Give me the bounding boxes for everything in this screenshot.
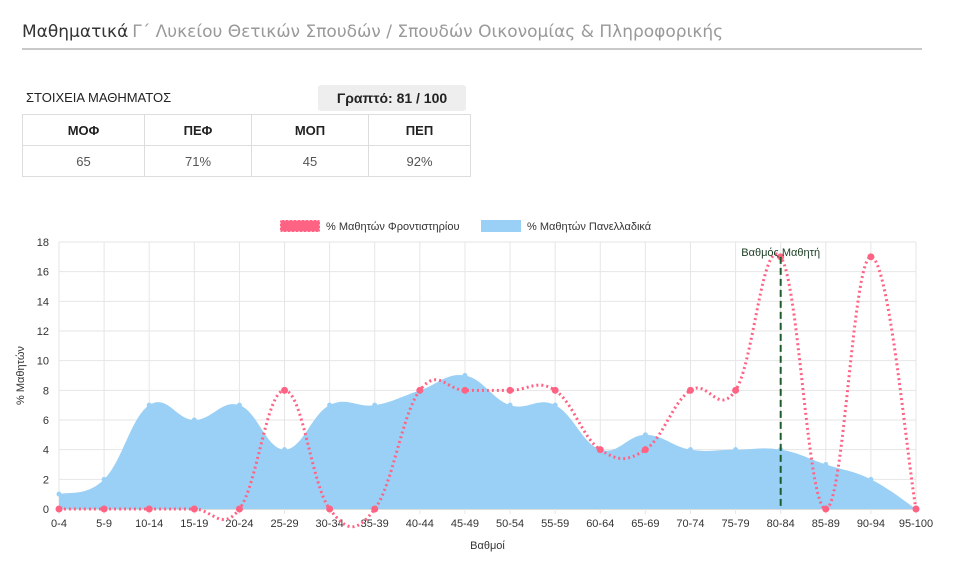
national-point bbox=[282, 447, 288, 453]
tutoring-point bbox=[461, 386, 469, 394]
x-tick-label: 10-14 bbox=[135, 518, 163, 530]
x-tick-label: 55-59 bbox=[541, 518, 569, 530]
national-point bbox=[327, 402, 333, 408]
x-tick-label: 20-24 bbox=[225, 518, 253, 530]
tutoring-point bbox=[281, 386, 289, 394]
tutoring-point bbox=[371, 505, 379, 513]
exam-grade-badge: Γραπτό: 81 / 100 bbox=[318, 85, 466, 111]
y-tick-label: 16 bbox=[37, 267, 49, 279]
y-tick-label: 0 bbox=[43, 504, 49, 516]
tutoring-point bbox=[506, 386, 514, 394]
x-tick-label: 70-74 bbox=[676, 518, 704, 530]
x-tick-label: 95-100 bbox=[899, 518, 933, 530]
x-tick-label: 65-69 bbox=[631, 518, 659, 530]
national-point bbox=[687, 447, 693, 453]
x-tick-label: 35-39 bbox=[361, 518, 389, 530]
national-point bbox=[146, 402, 152, 408]
x-tick-label: 30-34 bbox=[316, 518, 344, 530]
page-header: Μαθηματικά Γ΄ Λυκείου Θετικών Σπουδών / Σ… bbox=[22, 22, 922, 50]
national-point bbox=[733, 447, 739, 453]
tutoring-point bbox=[326, 505, 334, 513]
course-stats-table: ΜΟΦ ΠΕΦ ΜΟΠ ΠΕΠ 65 71% 45 92% bbox=[22, 114, 471, 177]
x-tick-label: 60-64 bbox=[586, 518, 614, 530]
x-tick-label: 50-54 bbox=[496, 518, 524, 530]
y-tick-label: 12 bbox=[37, 326, 49, 338]
y-tick-label: 6 bbox=[43, 415, 49, 427]
national-point bbox=[236, 402, 242, 408]
national-point bbox=[823, 462, 829, 467]
tutoring-point bbox=[190, 505, 198, 513]
course-title: Γ΄ Λυκείου Θετικών Σπουδών / Σπουδών Οικ… bbox=[132, 22, 724, 42]
stats-header-pef: ΠΕΦ bbox=[144, 114, 252, 146]
x-tick-label: 45-49 bbox=[451, 518, 479, 530]
tutoring-point bbox=[596, 446, 604, 454]
x-tick-label: 90-94 bbox=[857, 518, 885, 530]
tutoring-point bbox=[416, 386, 424, 394]
course-info-label: ΣΤΟΙΧΕΙΑ ΜΑΘΗΜΑΤΟΣ bbox=[26, 90, 172, 105]
tutoring-point bbox=[867, 253, 875, 261]
national-point bbox=[101, 476, 107, 482]
tutoring-point bbox=[822, 505, 830, 513]
stats-value-pep: 92% bbox=[368, 145, 471, 177]
stats-header-mop: ΜΟΠ bbox=[251, 114, 369, 146]
national-point bbox=[552, 402, 558, 408]
stats-value-mop: 45 bbox=[251, 145, 369, 177]
stats-value-pef: 71% bbox=[144, 145, 252, 177]
tutoring-point bbox=[145, 505, 153, 513]
y-tick-label: 18 bbox=[37, 237, 49, 249]
national-point bbox=[642, 432, 648, 438]
national-point bbox=[462, 373, 468, 378]
x-tick-label: 85-89 bbox=[812, 518, 840, 530]
tutoring-point bbox=[641, 446, 649, 454]
tutoring-point bbox=[732, 386, 740, 394]
x-tick-label: 15-19 bbox=[180, 518, 208, 530]
legend-swatch-national bbox=[481, 220, 521, 232]
y-tick-label: 10 bbox=[37, 356, 49, 368]
y-tick-label: 2 bbox=[43, 474, 49, 486]
x-tick-label: 5-9 bbox=[96, 518, 112, 530]
y-axis-title: % Μαθητών bbox=[15, 346, 27, 405]
legend-label-national: % Μαθητών Πανελλαδικά bbox=[527, 221, 652, 233]
legend-label-tutoring: % Μαθητών Φροντιστηρίου bbox=[326, 221, 459, 233]
stats-value-row: 65 71% 45 92% bbox=[22, 145, 471, 177]
national-point bbox=[868, 476, 874, 482]
national-point bbox=[507, 402, 513, 408]
x-tick-label: 25-29 bbox=[270, 518, 298, 530]
subject-title: Μαθηματικά bbox=[22, 22, 129, 42]
tutoring-point bbox=[100, 505, 108, 513]
series-national-area bbox=[59, 375, 916, 509]
tutoring-point bbox=[686, 386, 694, 394]
y-tick-label: 4 bbox=[43, 445, 49, 457]
stats-value-mof: 65 bbox=[22, 145, 145, 177]
legend-swatch-tutoring bbox=[279, 219, 321, 233]
tutoring-point bbox=[55, 505, 63, 513]
tutoring-point bbox=[551, 386, 559, 394]
tutoring-point bbox=[912, 505, 920, 513]
national-point bbox=[191, 417, 197, 423]
stats-header-pep: ΠΕΠ bbox=[368, 114, 471, 146]
x-tick-label: 80-84 bbox=[767, 518, 795, 530]
x-tick-label: 40-44 bbox=[406, 518, 434, 530]
x-axis-title: Βαθμοί bbox=[470, 540, 505, 552]
y-tick-label: 8 bbox=[43, 385, 49, 397]
grade-distribution-chart: 0 2 4 6 8 10 12 14 16 18 0-4 5-9 10-14 15-19 20-24 25-2… bbox=[15, 219, 933, 552]
stats-header-row: ΜΟΦ ΠΕΦ ΜΟΠ ΠΕΠ bbox=[22, 114, 471, 146]
student-grade-label: Βαθμός Μαθητή bbox=[741, 247, 820, 259]
y-tick-label: 14 bbox=[37, 296, 49, 308]
stats-header-mof: ΜΟΦ bbox=[22, 114, 145, 146]
national-point bbox=[372, 402, 378, 408]
x-tick-label: 0-4 bbox=[51, 518, 67, 530]
national-point bbox=[56, 491, 62, 497]
x-tick-label: 75-79 bbox=[722, 518, 750, 530]
tutoring-point bbox=[235, 505, 243, 513]
